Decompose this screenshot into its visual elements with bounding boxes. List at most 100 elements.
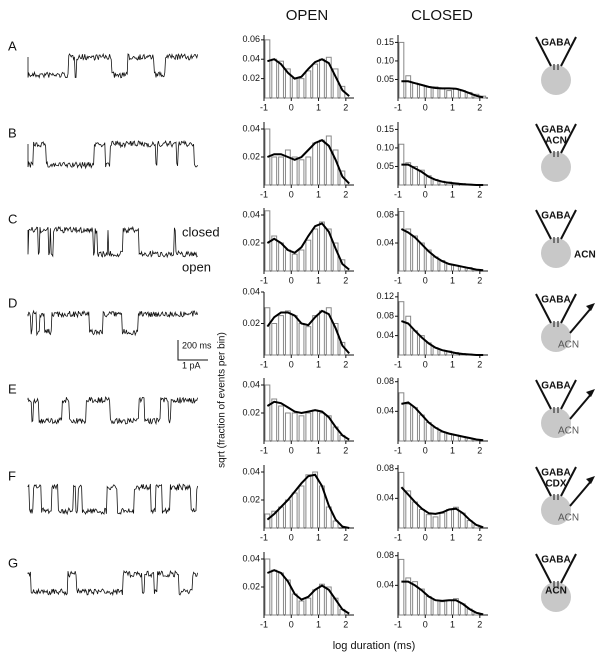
bar [405,490,412,529]
bar [312,589,319,616]
drug-label: GABA [541,381,570,392]
current-trace [27,225,198,259]
bar [405,162,412,186]
receptor [541,322,571,352]
x-tick-label: 2 [477,359,482,369]
bar [405,577,412,616]
y-tick-label: 0.02 [242,581,260,591]
bar [418,84,425,99]
bar [439,512,446,529]
fit-curve [401,80,484,99]
arrow [569,306,593,334]
fit-curve [401,580,484,616]
channel-wall [560,466,577,497]
bar [319,310,325,356]
bar [398,392,405,442]
y-tick-label: 0.15 [376,37,394,47]
gate [553,581,559,587]
column-title: OPEN [286,7,329,24]
bar [278,405,284,442]
x-tick-label: 1 [450,275,455,285]
fit-curve [266,309,350,355]
bar [405,403,412,442]
bar [412,82,418,99]
x-tick-label: -1 [394,275,402,285]
bar [418,588,425,616]
bar [278,506,284,529]
x-tick-label: 0 [289,102,294,112]
gate [553,151,559,157]
x-tick-label: -1 [260,445,268,455]
x-tick-label: 0 [289,445,294,455]
bar [319,412,325,442]
bar [298,415,305,442]
x-tick-label: -1 [394,189,402,199]
bar [284,249,291,272]
bar [298,78,305,99]
x-tick-label: 1 [316,189,321,199]
bar [319,221,325,272]
bar [305,412,312,442]
y-tick-label: 0.04 [376,580,394,590]
bar [405,315,412,356]
x-tick-label: 2 [477,619,482,629]
bar [271,235,278,272]
x-tick-label: 0 [423,445,428,455]
bar [305,474,312,529]
bar [425,595,432,616]
channel-wall [535,379,552,410]
panel-label: D [8,295,17,310]
fit-curve [401,401,484,442]
bar [291,315,298,356]
fit-curve [267,58,350,97]
bar [439,601,446,616]
y-tick-label: 0.08 [376,376,394,386]
bar [425,514,432,529]
bar [405,75,412,99]
fit-curve [267,139,350,185]
current-trace [27,570,198,597]
bar [412,581,418,616]
panel-label: B [8,125,17,140]
bar [412,330,418,356]
receptor [541,582,571,612]
bar [284,149,291,186]
bar [298,485,305,529]
bar [398,558,405,616]
bar [278,60,284,99]
bar [291,492,298,529]
x-tick-label: 0 [423,359,428,369]
bar [432,516,439,529]
y-tick-label: 0.02 [242,318,260,328]
x-tick-label: 1 [450,619,455,629]
bar [325,307,332,356]
x-tick-label: -1 [260,189,268,199]
bar [264,513,271,529]
bar [446,599,453,616]
bar [291,78,298,99]
x-tick-label: 0 [423,619,428,629]
bar [325,56,332,99]
bar [284,310,291,356]
x-tick-label: 0 [289,275,294,285]
bar [398,301,405,356]
bar [319,58,325,99]
bar [278,242,284,272]
x-tick-label: 1 [316,532,321,542]
fit-curve [266,222,350,271]
x-tick-label: 2 [477,102,482,112]
bar [418,508,425,529]
channel-wall [535,466,552,497]
y-tick-label: 0.04 [242,123,260,133]
x-tick-label: -1 [260,619,268,629]
drug-label: GABA [541,295,570,306]
bar [453,598,459,616]
y-tick-label: 0.04 [242,466,260,476]
bar [398,41,405,99]
bar [264,558,271,616]
bar [305,70,312,99]
x-tick-label: 1 [450,189,455,199]
panel-label: F [8,468,16,483]
x-tick-label: 1 [316,275,321,285]
